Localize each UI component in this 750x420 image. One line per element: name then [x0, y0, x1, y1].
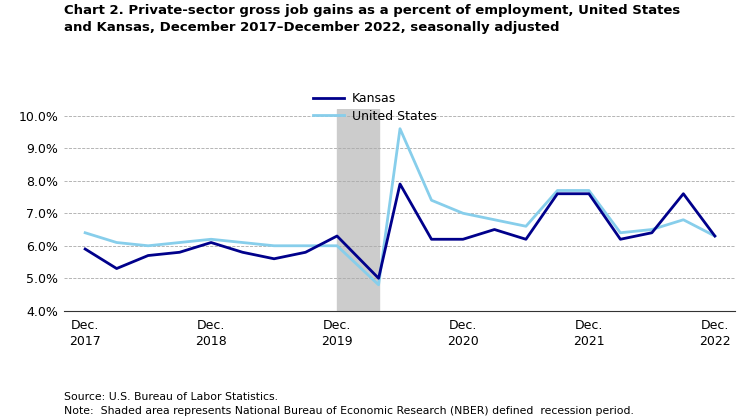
- Text: Source: U.S. Bureau of Labor Statistics.
Note:  Shaded area represents National : Source: U.S. Bureau of Labor Statistics.…: [64, 392, 634, 416]
- Bar: [337, 109, 379, 311]
- Text: Chart 2. Private-sector gross job gains as a percent of employment, United State: Chart 2. Private-sector gross job gains …: [64, 4, 680, 34]
- Legend: Kansas, United States: Kansas, United States: [314, 92, 436, 123]
